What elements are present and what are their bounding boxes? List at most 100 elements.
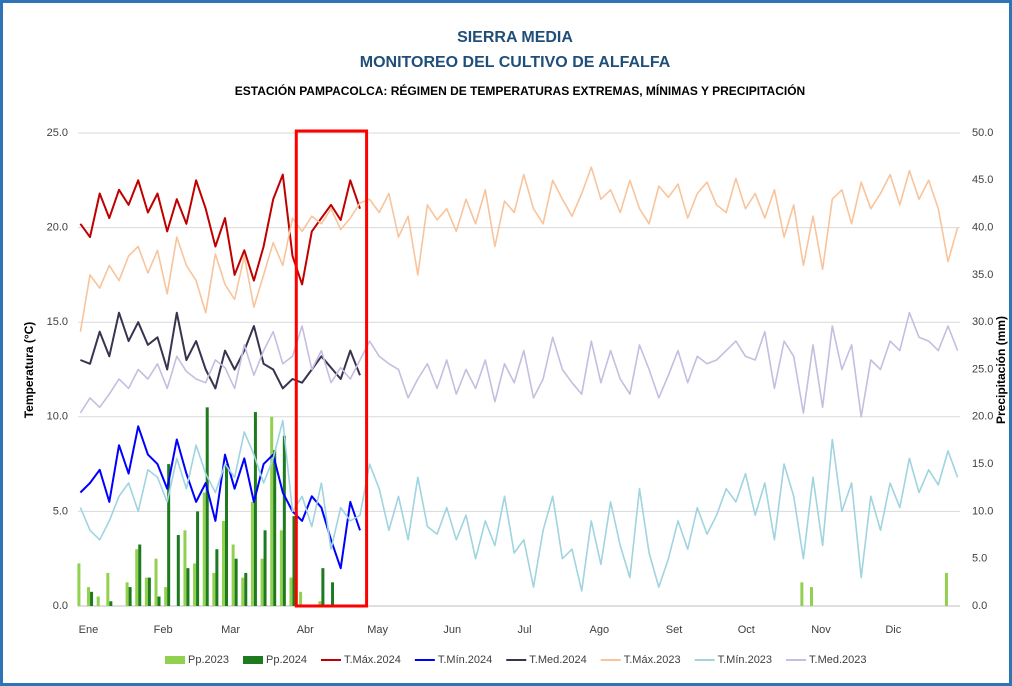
legend-label: T.Mín.2023	[718, 654, 772, 666]
bar	[109, 601, 113, 606]
bar	[157, 596, 161, 606]
y2-tick-label: 30.0	[972, 316, 993, 328]
bar	[279, 530, 283, 606]
bar	[128, 587, 132, 606]
bar	[135, 549, 139, 606]
line	[79, 425, 361, 570]
y-tick-label: 0.0	[53, 600, 68, 612]
line	[79, 166, 959, 332]
bar	[154, 558, 158, 606]
bar	[147, 577, 151, 606]
y2-axis-title: Precipitación (mm)	[994, 316, 1008, 424]
y2-tick-label: 35.0	[972, 269, 993, 281]
y2-tick-label: 25.0	[972, 363, 993, 375]
y-tick-label: 20.0	[47, 222, 68, 234]
bar	[215, 549, 219, 606]
x-tick-label: Oct	[738, 624, 755, 636]
y-tick-label: 25.0	[47, 127, 68, 139]
legend-label: T.Med.2024	[529, 654, 586, 666]
bar	[289, 577, 293, 606]
highlight-box	[294, 129, 369, 608]
bar	[260, 558, 264, 606]
line	[79, 173, 361, 286]
y2-tick-label: 45.0	[972, 174, 993, 186]
bar	[273, 449, 277, 606]
bar	[253, 412, 257, 606]
line	[79, 419, 959, 592]
y2-tick-label: 40.0	[972, 222, 993, 234]
bar	[205, 407, 209, 606]
bar	[167, 464, 171, 606]
bar	[263, 530, 267, 606]
x-tick-label: Abr	[297, 624, 314, 636]
legend-swatch	[165, 656, 185, 664]
legend: Pp.2023 Pp.2024 T.Máx.2024 T.Mín.2024 T.Med.…	[165, 654, 867, 666]
bar	[282, 435, 286, 606]
bar	[800, 582, 804, 606]
bar	[106, 572, 110, 606]
x-tick-label: May	[367, 624, 388, 636]
bar	[176, 535, 180, 606]
bar	[138, 544, 142, 606]
bar	[331, 582, 335, 606]
chart-subtitle: ESTACIÓN PAMPACOLCA: RÉGIMEN DE TEMPERAT…	[235, 83, 805, 98]
bar	[164, 587, 168, 606]
bar	[186, 568, 190, 606]
bar	[944, 572, 948, 606]
bar	[244, 572, 248, 606]
x-tick-label: Nov	[811, 624, 831, 636]
plot-area	[77, 166, 959, 606]
bar	[87, 587, 91, 606]
bar	[231, 544, 235, 606]
y-tick-label: 10.0	[47, 411, 68, 423]
line	[79, 311, 959, 418]
bar	[77, 563, 81, 606]
bar	[222, 520, 225, 606]
chart-subtitle: MONITOREO DEL CULTIVO DE ALFALFA	[360, 54, 671, 71]
y-tick-label: 5.0	[53, 505, 68, 517]
x-tick-label: Ene	[79, 624, 99, 636]
bar	[241, 577, 245, 606]
bar	[299, 591, 303, 606]
bar	[202, 492, 206, 606]
bar	[810, 587, 813, 606]
legend-label: T.Mín.2024	[438, 654, 492, 666]
bar	[144, 577, 148, 606]
bar	[225, 464, 228, 606]
bar	[250, 501, 254, 606]
bar	[193, 563, 197, 606]
legend-swatch	[242, 656, 263, 664]
y2-tick-label: 15.0	[972, 458, 993, 470]
x-tick-label: Set	[666, 624, 683, 636]
y-tick-label: 15.0	[47, 316, 68, 328]
y2-tick-label: 50.0	[972, 127, 993, 139]
x-tick-label: Jul	[518, 624, 532, 636]
chart-title: SIERRA MEDIA	[457, 29, 573, 46]
bar	[318, 601, 322, 606]
bar	[90, 591, 94, 606]
x-tick-label: Dic	[885, 624, 901, 636]
legend-label: T.Máx.2023	[624, 654, 681, 666]
bar	[321, 568, 325, 606]
y2-tick-label: 5.0	[972, 553, 987, 565]
bar	[125, 582, 129, 606]
legend-label: Pp.2023	[188, 654, 229, 666]
bar	[96, 596, 100, 606]
bar	[292, 516, 296, 606]
bar	[183, 530, 187, 606]
bar	[212, 572, 216, 606]
y-axis-title: Temperatura (°C)	[22, 322, 36, 419]
x-tick-label: Jun	[443, 624, 461, 636]
x-tick-label: Mar	[221, 624, 240, 636]
y2-tick-label: 20.0	[972, 411, 993, 423]
x-tick-label: Feb	[154, 624, 173, 636]
legend-label: Pp.2024	[266, 654, 307, 666]
bar	[196, 511, 200, 606]
bar	[234, 558, 238, 606]
y2-tick-label: 10.0	[972, 505, 993, 517]
bar	[270, 416, 274, 606]
x-tick-label: Ago	[590, 624, 610, 636]
legend-label: T.Med.2023	[809, 654, 866, 666]
